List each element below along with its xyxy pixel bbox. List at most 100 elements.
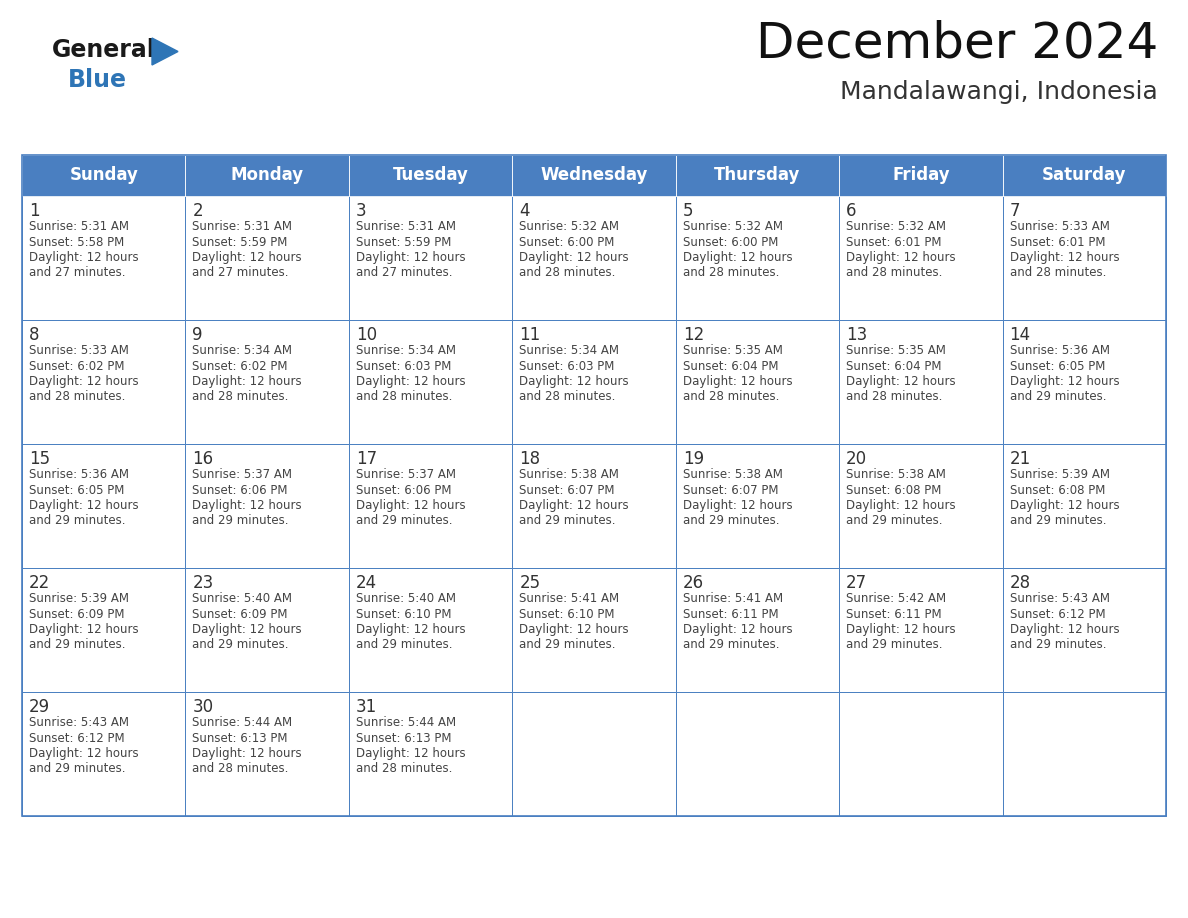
Text: and 28 minutes.: and 28 minutes. xyxy=(356,763,453,776)
Text: 16: 16 xyxy=(192,450,214,468)
Text: Sunset: 6:07 PM: Sunset: 6:07 PM xyxy=(519,484,614,497)
Text: Sunrise: 5:39 AM: Sunrise: 5:39 AM xyxy=(29,592,129,605)
Text: Daylight: 12 hours: Daylight: 12 hours xyxy=(846,623,956,636)
Text: Daylight: 12 hours: Daylight: 12 hours xyxy=(519,251,628,264)
Bar xyxy=(23,196,185,320)
Bar xyxy=(185,568,349,692)
Text: Sunrise: 5:36 AM: Sunrise: 5:36 AM xyxy=(1010,344,1110,357)
Bar xyxy=(839,155,1003,196)
Bar xyxy=(349,444,512,568)
Text: 22: 22 xyxy=(29,574,50,592)
Text: Sunset: 6:01 PM: Sunset: 6:01 PM xyxy=(1010,236,1105,249)
Text: Daylight: 12 hours: Daylight: 12 hours xyxy=(192,747,302,760)
Text: Mandalawangi, Indonesia: Mandalawangi, Indonesia xyxy=(840,80,1158,104)
Text: Sunrise: 5:43 AM: Sunrise: 5:43 AM xyxy=(1010,592,1110,605)
Text: Sunrise: 5:36 AM: Sunrise: 5:36 AM xyxy=(29,468,129,481)
Text: Sunrise: 5:44 AM: Sunrise: 5:44 AM xyxy=(356,716,456,729)
Text: Sunrise: 5:37 AM: Sunrise: 5:37 AM xyxy=(356,468,456,481)
Text: Sunset: 6:13 PM: Sunset: 6:13 PM xyxy=(356,732,451,744)
Text: Daylight: 12 hours: Daylight: 12 hours xyxy=(356,747,466,760)
Text: Sunrise: 5:33 AM: Sunrise: 5:33 AM xyxy=(1010,220,1110,233)
Text: 10: 10 xyxy=(356,326,377,344)
Bar xyxy=(23,692,185,816)
Text: Daylight: 12 hours: Daylight: 12 hours xyxy=(29,499,139,512)
Text: Daylight: 12 hours: Daylight: 12 hours xyxy=(1010,375,1119,388)
Text: 14: 14 xyxy=(1010,326,1031,344)
Text: and 29 minutes.: and 29 minutes. xyxy=(356,639,453,652)
Text: Daylight: 12 hours: Daylight: 12 hours xyxy=(192,375,302,388)
Bar xyxy=(349,155,512,196)
Bar xyxy=(676,320,839,444)
Text: Daylight: 12 hours: Daylight: 12 hours xyxy=(29,375,139,388)
Text: Sunrise: 5:38 AM: Sunrise: 5:38 AM xyxy=(846,468,946,481)
Bar xyxy=(839,568,1003,692)
Text: Blue: Blue xyxy=(68,68,127,92)
Text: Daylight: 12 hours: Daylight: 12 hours xyxy=(29,623,139,636)
Text: 3: 3 xyxy=(356,202,366,220)
Bar xyxy=(839,320,1003,444)
Bar xyxy=(349,568,512,692)
Text: Daylight: 12 hours: Daylight: 12 hours xyxy=(192,251,302,264)
Text: Daylight: 12 hours: Daylight: 12 hours xyxy=(1010,623,1119,636)
Text: Sunrise: 5:31 AM: Sunrise: 5:31 AM xyxy=(192,220,292,233)
Text: Sunrise: 5:32 AM: Sunrise: 5:32 AM xyxy=(846,220,946,233)
Text: and 29 minutes.: and 29 minutes. xyxy=(192,639,289,652)
Text: and 28 minutes.: and 28 minutes. xyxy=(683,266,779,279)
Text: Sunset: 6:08 PM: Sunset: 6:08 PM xyxy=(1010,484,1105,497)
Text: Sunset: 6:12 PM: Sunset: 6:12 PM xyxy=(1010,608,1105,621)
Text: Sunrise: 5:41 AM: Sunrise: 5:41 AM xyxy=(519,592,619,605)
Bar xyxy=(676,444,839,568)
Text: Sunrise: 5:40 AM: Sunrise: 5:40 AM xyxy=(356,592,456,605)
Text: and 29 minutes.: and 29 minutes. xyxy=(519,639,615,652)
Text: Sunset: 6:03 PM: Sunset: 6:03 PM xyxy=(519,360,614,373)
Text: Daylight: 12 hours: Daylight: 12 hours xyxy=(29,747,139,760)
Text: Daylight: 12 hours: Daylight: 12 hours xyxy=(192,623,302,636)
Polygon shape xyxy=(152,38,178,65)
Text: Daylight: 12 hours: Daylight: 12 hours xyxy=(846,499,956,512)
Text: and 28 minutes.: and 28 minutes. xyxy=(1010,266,1106,279)
Text: Sunset: 6:01 PM: Sunset: 6:01 PM xyxy=(846,236,942,249)
Bar xyxy=(839,196,1003,320)
Text: 8: 8 xyxy=(29,326,39,344)
Text: Sunset: 6:11 PM: Sunset: 6:11 PM xyxy=(683,608,778,621)
Bar xyxy=(1003,568,1165,692)
Text: 18: 18 xyxy=(519,450,541,468)
Text: Sunrise: 5:31 AM: Sunrise: 5:31 AM xyxy=(29,220,129,233)
Bar xyxy=(1003,320,1165,444)
Text: Sunday: Sunday xyxy=(69,166,138,185)
Text: Daylight: 12 hours: Daylight: 12 hours xyxy=(683,499,792,512)
Text: and 28 minutes.: and 28 minutes. xyxy=(683,390,779,404)
Text: Sunrise: 5:35 AM: Sunrise: 5:35 AM xyxy=(683,344,783,357)
Text: Sunrise: 5:38 AM: Sunrise: 5:38 AM xyxy=(683,468,783,481)
Text: and 29 minutes.: and 29 minutes. xyxy=(1010,514,1106,528)
Text: and 29 minutes.: and 29 minutes. xyxy=(29,514,126,528)
Text: Sunset: 6:07 PM: Sunset: 6:07 PM xyxy=(683,484,778,497)
Bar xyxy=(185,692,349,816)
Bar xyxy=(512,692,676,816)
Text: 5: 5 xyxy=(683,202,694,220)
Text: and 29 minutes.: and 29 minutes. xyxy=(29,763,126,776)
Text: Sunset: 5:59 PM: Sunset: 5:59 PM xyxy=(192,236,287,249)
Text: Sunrise: 5:44 AM: Sunrise: 5:44 AM xyxy=(192,716,292,729)
Bar xyxy=(512,568,676,692)
Bar xyxy=(676,155,839,196)
Text: Daylight: 12 hours: Daylight: 12 hours xyxy=(1010,499,1119,512)
Text: 31: 31 xyxy=(356,698,377,716)
Text: Sunset: 6:00 PM: Sunset: 6:00 PM xyxy=(519,236,614,249)
Bar xyxy=(349,320,512,444)
Text: 25: 25 xyxy=(519,574,541,592)
Bar xyxy=(1003,692,1165,816)
Text: Daylight: 12 hours: Daylight: 12 hours xyxy=(683,623,792,636)
Text: Daylight: 12 hours: Daylight: 12 hours xyxy=(356,499,466,512)
Text: Daylight: 12 hours: Daylight: 12 hours xyxy=(519,375,628,388)
Text: Sunrise: 5:37 AM: Sunrise: 5:37 AM xyxy=(192,468,292,481)
Bar xyxy=(23,568,185,692)
Text: and 29 minutes.: and 29 minutes. xyxy=(192,514,289,528)
Text: December 2024: December 2024 xyxy=(756,20,1158,68)
Text: Sunset: 6:06 PM: Sunset: 6:06 PM xyxy=(356,484,451,497)
Bar xyxy=(839,692,1003,816)
Text: and 29 minutes.: and 29 minutes. xyxy=(1010,639,1106,652)
Text: Thursday: Thursday xyxy=(714,166,801,185)
Text: Sunset: 6:03 PM: Sunset: 6:03 PM xyxy=(356,360,451,373)
Text: Sunset: 6:04 PM: Sunset: 6:04 PM xyxy=(683,360,778,373)
